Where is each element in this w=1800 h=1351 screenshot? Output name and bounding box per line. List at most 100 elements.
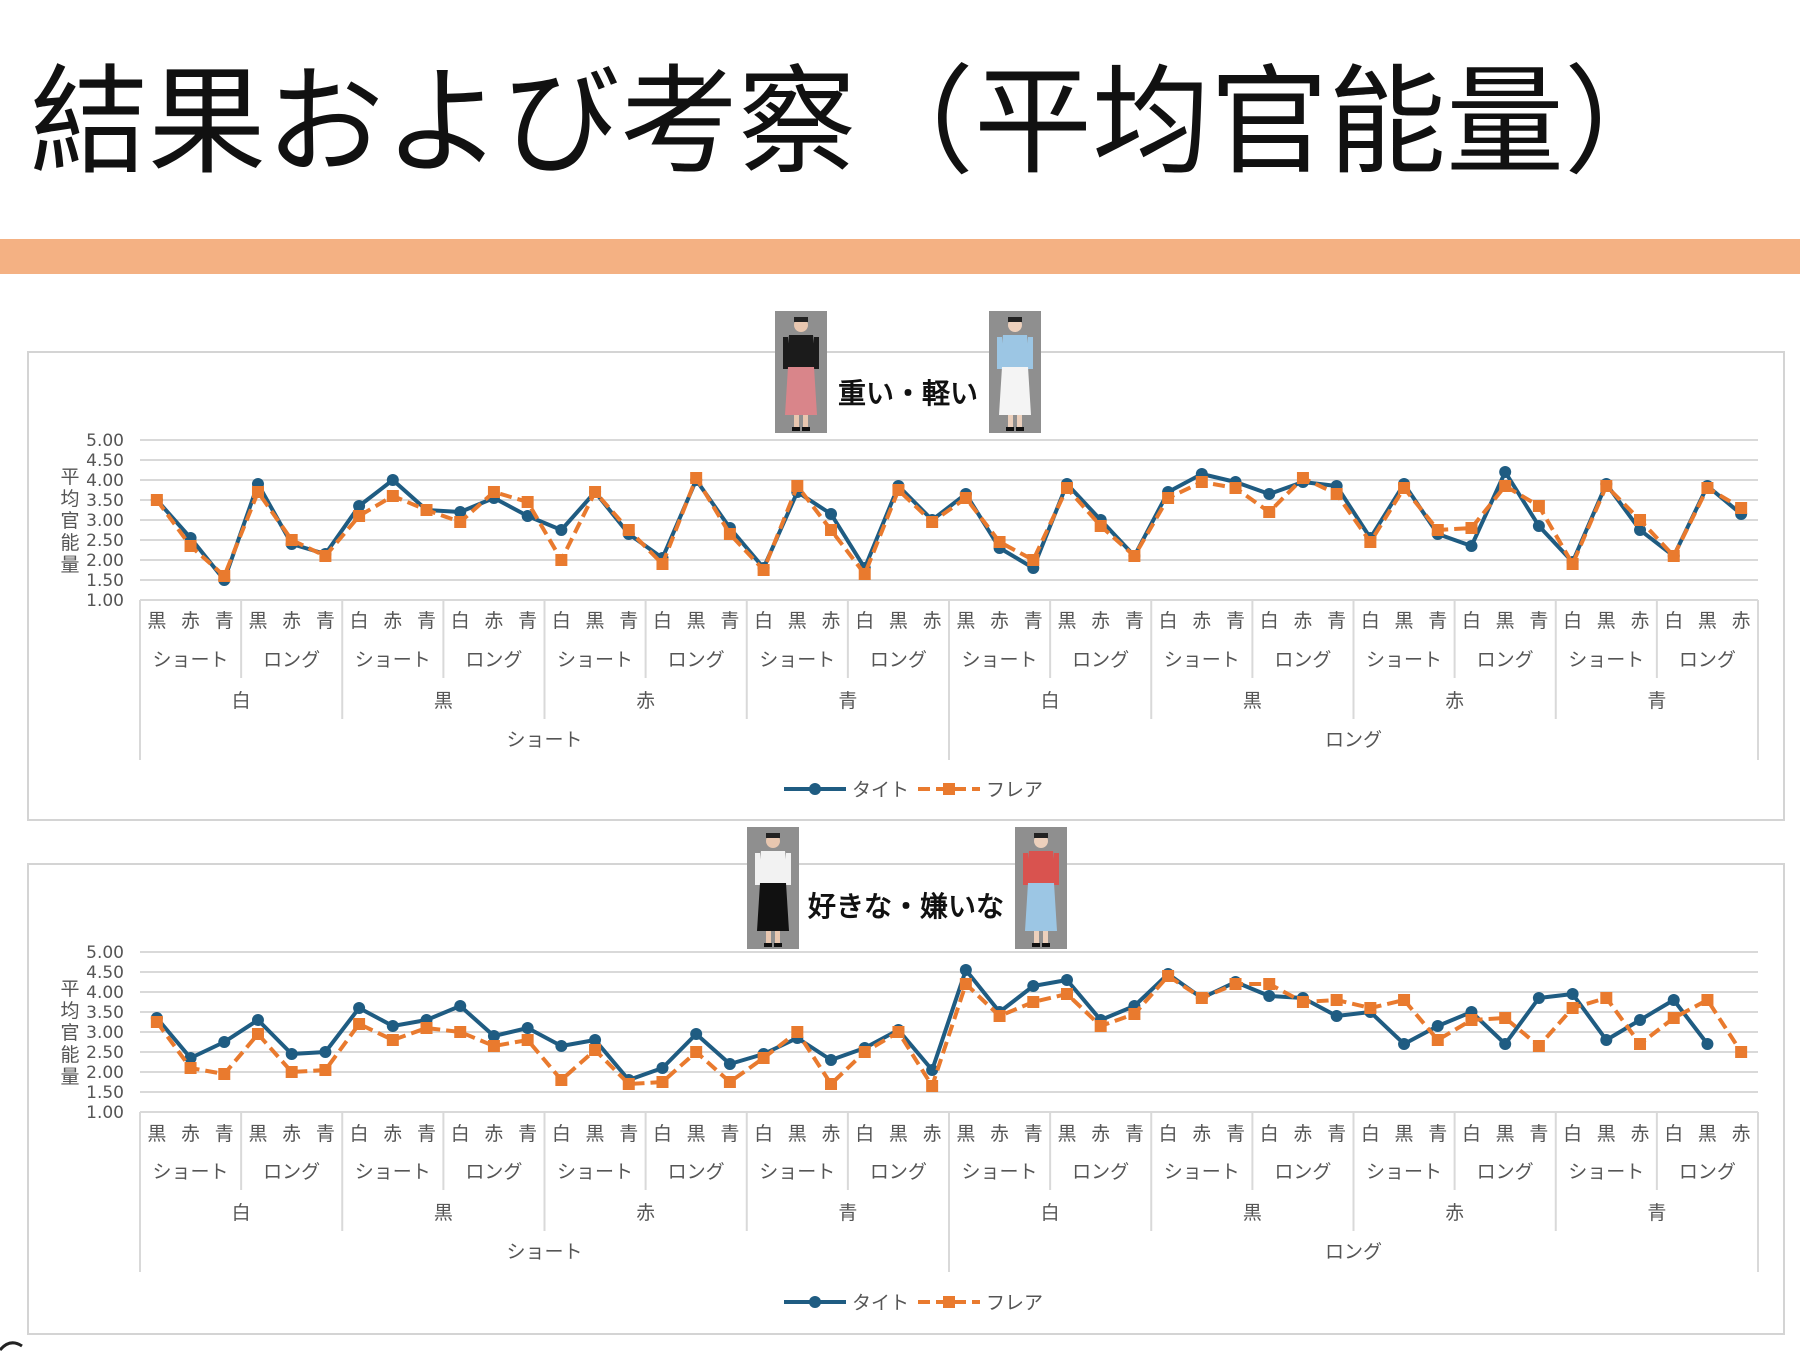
data-point-flare: [1296, 472, 1309, 484]
garment-photo-lightblue-top-white-skirt: [989, 311, 1041, 433]
data-point-flare: [1263, 506, 1276, 518]
x-tick-label: 白: [1361, 1123, 1380, 1145]
y-axis-label-char: 平: [60, 978, 79, 1000]
data-point-tight: [926, 1064, 939, 1076]
x-tick-label: 青: [518, 1123, 537, 1145]
data-point-flare: [892, 1026, 905, 1038]
x-tick-label: 青: [1529, 610, 1548, 632]
x-group-label-length: ショート: [1164, 1161, 1240, 1183]
data-point-tight: [353, 1002, 366, 1014]
x-group-label-length: ロング: [1072, 1161, 1129, 1183]
x-tick-label: 黒: [147, 1123, 166, 1145]
x-group-label-length: ロング: [668, 1161, 725, 1183]
x-tick-label: 白: [1563, 1123, 1582, 1145]
y-tick-label: 1.00: [86, 1103, 124, 1123]
data-point-tight: [319, 1046, 332, 1058]
x-group-label-length: ショート: [759, 1161, 835, 1183]
data-point-flare: [1027, 996, 1040, 1008]
data-point-tight: [218, 1036, 231, 1048]
x-group-label-length: ロング: [1679, 649, 1736, 671]
data-point-tight: [1465, 540, 1478, 552]
x-group-label-length: ロング: [1477, 649, 1534, 671]
data-point-flare: [454, 516, 467, 528]
x-tick-label: 黒: [1496, 1123, 1515, 1145]
data-point-tight: [1499, 466, 1512, 478]
data-point-tight: [521, 510, 534, 522]
x-group-label-top: ショート: [506, 729, 582, 751]
chart-1: 5.004.504.003.503.002.502.001.501.00 平均官能…: [60, 431, 1759, 801]
data-point-flare: [622, 1078, 635, 1090]
data-point-tight: [1398, 1038, 1411, 1050]
x-tick-label: 黒: [889, 610, 908, 632]
data-point-tight: [1263, 488, 1276, 500]
y-axis-label-char: 平: [60, 466, 79, 488]
x-tick-label: 青: [619, 1123, 638, 1145]
y-axis-label-char: 均: [60, 1000, 79, 1022]
data-point-tight: [589, 1034, 602, 1046]
data-point-flare: [1465, 522, 1478, 534]
data-point-flare: [1128, 550, 1141, 562]
legend-marker-flare: [943, 783, 955, 795]
data-point-flare: [1600, 992, 1613, 1004]
x-tick-label: 黒: [586, 610, 605, 632]
data-point-tight: [1060, 974, 1073, 986]
y-tick-label: 1.50: [86, 571, 124, 591]
x-group-label-length: ロング: [263, 649, 320, 671]
x-tick-label: 黒: [889, 1123, 908, 1145]
x-tick-label: 黒: [1698, 1123, 1717, 1145]
data-point-tight: [1667, 994, 1680, 1006]
data-point-flare: [622, 524, 635, 536]
data-point-flare: [150, 1016, 163, 1028]
data-point-tight: [1634, 1014, 1647, 1026]
x-tick-label: 黒: [687, 1123, 706, 1145]
x-tick-label: 黒: [788, 1123, 807, 1145]
x-tick-label: 黒: [788, 610, 807, 632]
x-tick-label: 赤: [1631, 610, 1650, 632]
data-point-flare: [521, 1034, 534, 1046]
data-point-tight: [825, 508, 838, 520]
data-point-flare: [690, 472, 703, 484]
data-point-tight: [1532, 992, 1545, 1004]
data-point-flare: [218, 570, 231, 582]
y-tick-label: 1.00: [86, 591, 124, 611]
x-tick-label: 白: [1361, 610, 1380, 632]
data-point-tight: [1330, 1010, 1343, 1022]
data-point-flare: [1499, 480, 1512, 492]
x-tick-label: 青: [1024, 610, 1043, 632]
data-point-flare: [319, 550, 332, 562]
legend-label-flare: フレア: [986, 1292, 1043, 1314]
x-tick-label: 赤: [181, 1123, 200, 1145]
data-point-tight: [386, 1020, 399, 1032]
y-axis-label-char: 能: [60, 532, 79, 554]
data-point-flare: [1296, 996, 1309, 1008]
data-point-flare: [690, 1046, 703, 1058]
data-point-flare: [858, 568, 871, 580]
x-tick-label: 青: [215, 1123, 234, 1145]
x-group-label-length: ショート: [1568, 1161, 1644, 1183]
data-point-flare: [150, 494, 163, 506]
x-group-label-length: ショート: [759, 649, 835, 671]
data-point-tight: [1431, 1020, 1444, 1032]
data-point-flare: [386, 1034, 399, 1046]
data-point-flare: [454, 1026, 467, 1038]
data-point-flare: [791, 1026, 804, 1038]
x-tick-label: 白: [1260, 1123, 1279, 1145]
x-group-label-length: ロング: [870, 1161, 927, 1183]
x-tick-label: 青: [417, 610, 436, 632]
data-point-flare: [757, 1052, 770, 1064]
x-group-label-length: ロング: [263, 1161, 320, 1183]
x-tick-label: 黒: [687, 610, 706, 632]
x-tick-label: 赤: [822, 610, 841, 632]
data-point-tight: [1027, 980, 1040, 992]
data-point-flare: [825, 524, 838, 536]
x-group-label-length: ロング: [870, 649, 927, 671]
data-point-flare: [1060, 482, 1073, 494]
x-group-label-color: 黒: [1243, 690, 1262, 712]
data-point-flare: [1431, 524, 1444, 536]
data-point-flare: [353, 1018, 366, 1030]
data-point-flare: [1094, 1020, 1107, 1032]
x-tick-label: 白: [350, 1123, 369, 1145]
legend-marker-flare: [943, 1296, 955, 1308]
chart-panel-heavy-light: [27, 351, 1785, 821]
x-group-label-color: 白: [232, 690, 251, 712]
